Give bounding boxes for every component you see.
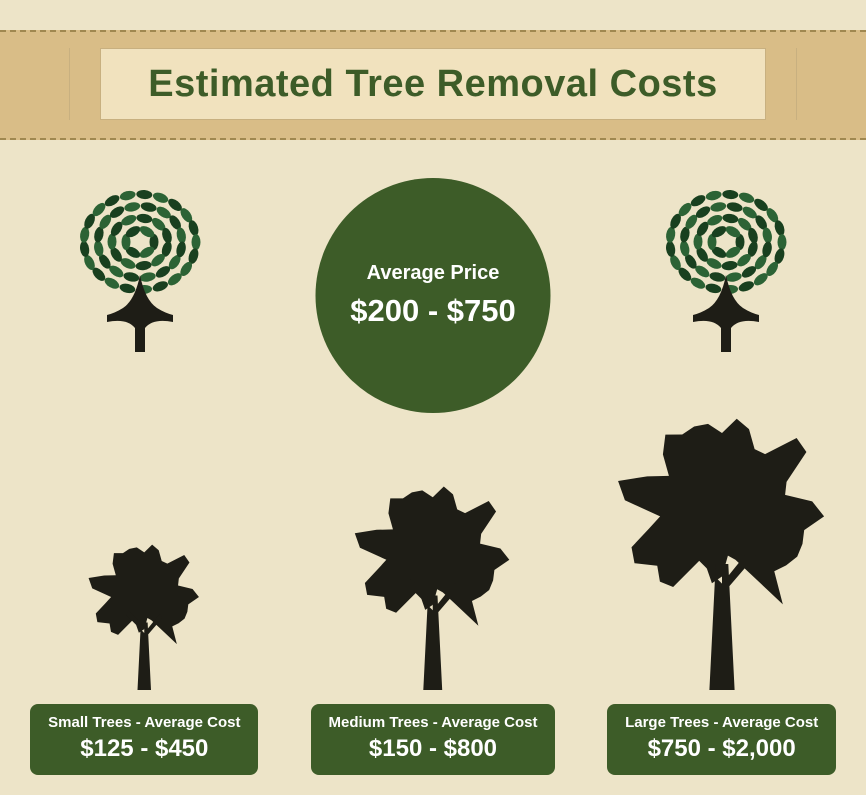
cost-price: $125 - $450 [48,735,240,763]
small-tree-silhouette [88,410,201,690]
medium-tree-cost-box: Medium Trees - Average Cost $150 - $800 [311,704,556,775]
average-label: Average Price [367,262,500,285]
medium-tree-silhouette [354,410,512,690]
header-tab-left [0,48,70,120]
large-tree-silhouette [617,410,827,690]
small-tree-column: Small Trees - Average Cost $125 - $450 [4,410,284,775]
cost-price: $150 - $800 [329,735,538,763]
medium-tree-column: Medium Trees - Average Cost $150 - $800 [293,410,573,775]
cost-price: $750 - $2,000 [625,735,818,763]
cost-label: Small Trees - Average Cost [48,714,240,731]
tree-icon [55,180,225,360]
size-comparison-row: Small Trees - Average Cost $125 - $450 M… [0,410,866,775]
average-price: $200 - $750 [350,293,515,329]
large-tree-cost-box: Large Trees - Average Cost $750 - $2,000 [607,704,836,775]
cost-label: Large Trees - Average Cost [625,714,818,731]
tree-icon [641,180,811,360]
small-tree-cost-box: Small Trees - Average Cost $125 - $450 [30,704,258,775]
page-title: Estimated Tree Removal Costs [148,63,717,106]
large-tree-column: Large Trees - Average Cost $750 - $2,000 [582,410,862,775]
title-box: Estimated Tree Removal Costs [100,48,766,120]
average-price-circle: Average Price $200 - $750 [316,178,551,413]
header-tab-right [796,48,866,120]
cost-label: Medium Trees - Average Cost [329,714,538,731]
